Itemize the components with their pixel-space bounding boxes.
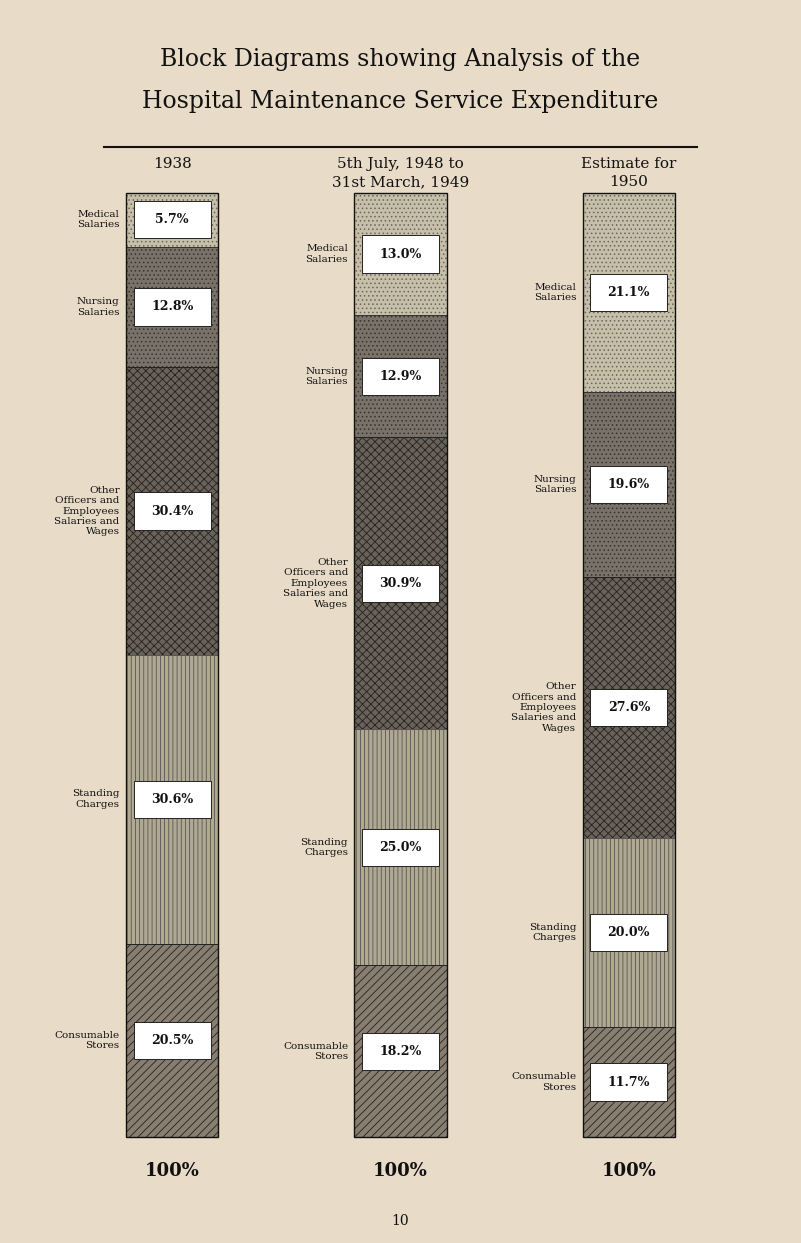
Bar <box>583 193 675 1137</box>
Text: Medical
Salaries: Medical Salaries <box>305 245 348 264</box>
FancyBboxPatch shape <box>590 466 667 503</box>
FancyBboxPatch shape <box>134 781 211 818</box>
Text: 20.5%: 20.5% <box>151 1034 193 1047</box>
Bar <box>354 193 447 1137</box>
Bar <box>583 1027 675 1137</box>
Text: Standing
Charges: Standing Charges <box>300 838 348 856</box>
Bar <box>127 943 218 1137</box>
Text: Medical
Salaries: Medical Salaries <box>77 210 120 229</box>
Text: 100%: 100% <box>145 1162 199 1180</box>
Text: 30.6%: 30.6% <box>151 793 193 805</box>
Bar <box>583 392 675 577</box>
FancyBboxPatch shape <box>362 829 439 866</box>
Bar <box>127 193 218 246</box>
Bar <box>354 438 447 730</box>
Text: 21.1%: 21.1% <box>608 286 650 298</box>
FancyBboxPatch shape <box>362 1033 439 1070</box>
Text: 30.9%: 30.9% <box>380 577 421 589</box>
Text: 18.2%: 18.2% <box>380 1045 421 1058</box>
Text: 12.8%: 12.8% <box>151 301 193 313</box>
FancyBboxPatch shape <box>590 1064 667 1101</box>
Text: 100%: 100% <box>373 1162 428 1180</box>
Text: 30.4%: 30.4% <box>151 505 193 517</box>
Bar <box>127 655 218 943</box>
Bar <box>583 193 675 392</box>
Text: Other
Officers and
Employees
Salaries and
Wages: Other Officers and Employees Salaries an… <box>283 558 348 609</box>
Text: Block Diagrams showing Analysis of the: Block Diagrams showing Analysis of the <box>160 48 641 71</box>
FancyBboxPatch shape <box>134 201 211 239</box>
Bar <box>127 368 218 655</box>
Text: Medical
Salaries: Medical Salaries <box>533 282 577 302</box>
Text: 5th July, 1948 to
31st March, 1949: 5th July, 1948 to 31st March, 1949 <box>332 157 469 189</box>
Text: 11.7%: 11.7% <box>608 1075 650 1089</box>
FancyBboxPatch shape <box>590 689 667 726</box>
Text: Estimate for
1950: Estimate for 1950 <box>581 157 677 189</box>
Bar <box>127 246 218 368</box>
Text: 10: 10 <box>392 1213 409 1228</box>
Text: Consumable
Stores: Consumable Stores <box>511 1073 577 1091</box>
FancyBboxPatch shape <box>590 914 667 951</box>
Text: Other
Officers and
Employees
Salaries and
Wages: Other Officers and Employees Salaries an… <box>511 682 577 733</box>
FancyBboxPatch shape <box>134 1022 211 1059</box>
Text: 20.0%: 20.0% <box>608 926 650 938</box>
Bar <box>583 838 675 1027</box>
FancyBboxPatch shape <box>590 273 667 311</box>
Text: 13.0%: 13.0% <box>380 247 421 261</box>
FancyBboxPatch shape <box>362 235 439 272</box>
Text: Consumable
Stores: Consumable Stores <box>54 1030 120 1050</box>
Text: Nursing
Salaries: Nursing Salaries <box>533 475 577 495</box>
Bar <box>127 193 218 1137</box>
Text: 27.6%: 27.6% <box>608 701 650 713</box>
Bar <box>354 193 447 316</box>
Text: Nursing
Salaries: Nursing Salaries <box>305 367 348 387</box>
Text: Hospital Maintenance Service Expenditure: Hospital Maintenance Service Expenditure <box>143 91 658 113</box>
Bar <box>354 316 447 438</box>
FancyBboxPatch shape <box>134 288 211 326</box>
Text: Standing
Charges: Standing Charges <box>72 789 120 809</box>
FancyBboxPatch shape <box>362 358 439 395</box>
Text: Other
Officers and
Employees
Salaries and
Wages: Other Officers and Employees Salaries an… <box>54 486 120 536</box>
Bar <box>583 577 675 838</box>
Text: 19.6%: 19.6% <box>608 479 650 491</box>
FancyBboxPatch shape <box>362 564 439 602</box>
FancyBboxPatch shape <box>134 492 211 530</box>
Text: 25.0%: 25.0% <box>380 840 421 854</box>
Text: Nursing
Salaries: Nursing Salaries <box>77 297 120 317</box>
Bar <box>354 966 447 1137</box>
Bar <box>354 730 447 966</box>
Text: Standing
Charges: Standing Charges <box>529 922 577 942</box>
Text: 100%: 100% <box>602 1162 656 1180</box>
Text: 1938: 1938 <box>153 157 191 170</box>
Text: 12.9%: 12.9% <box>380 370 421 383</box>
Text: Consumable
Stores: Consumable Stores <box>283 1042 348 1062</box>
Text: 5.7%: 5.7% <box>155 213 189 226</box>
